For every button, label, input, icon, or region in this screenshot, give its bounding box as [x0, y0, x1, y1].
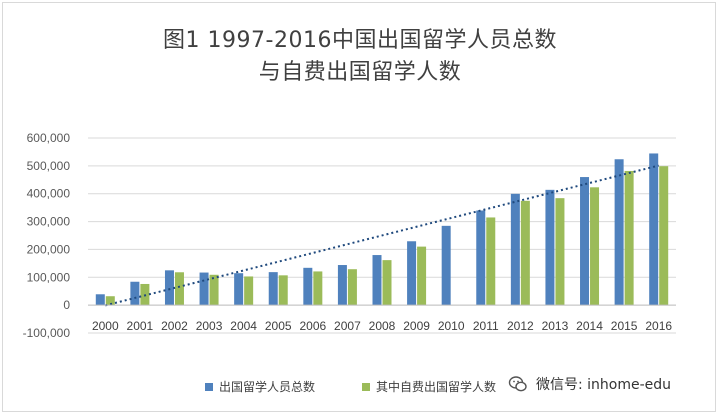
bar-total-2010 — [441, 225, 451, 306]
x-tick-label: 2011 — [473, 319, 499, 333]
bar-total-2003 — [199, 272, 209, 306]
y-tick-label: 200,000 — [27, 242, 71, 256]
y-axis: 600,000 500,000 400,000 300,000 200,000 100,0… — [23, 131, 71, 340]
legend-item-total: 出国留学人员总数 — [205, 378, 315, 395]
bar-total-2000 — [95, 294, 105, 306]
bar-selffunded-2009 — [417, 246, 427, 306]
x-tick-label: 2008 — [369, 319, 396, 333]
bar-selffunded-2006 — [313, 271, 323, 306]
y-tick-label: -100,000 — [23, 326, 71, 340]
bar-selffunded-2013 — [555, 198, 565, 306]
y-tick-label: 500,000 — [27, 159, 71, 173]
bar-total-2001 — [130, 281, 140, 306]
legend-label-selffunded: 其中自费出国留学人数 — [376, 380, 497, 394]
trendline — [105, 164, 659, 307]
x-tick-label: 2015 — [611, 319, 638, 333]
bar-selffunded-2007 — [347, 269, 357, 306]
x-axis: 2000 2001 2002 2003 2004 2005 2006 2007 2008 2009… — [88, 304, 676, 333]
trendline-total — [105, 164, 659, 307]
x-tick-label: 2016 — [645, 319, 672, 333]
bar-total-2014 — [580, 177, 590, 306]
bar-total-2004 — [234, 273, 244, 306]
watermark-text: 微信号: inhome-edu — [536, 377, 672, 393]
bar-total-2015 — [614, 159, 624, 306]
x-tick-label: 2014 — [576, 319, 603, 333]
bar-selffunded-2000 — [105, 296, 115, 306]
y-tick-label: 100,000 — [27, 270, 71, 284]
bars — [95, 153, 669, 306]
bar-selffunded-2016 — [659, 166, 669, 306]
legend: 出国留学人员总数 其中自费出国留学人数 — [0, 375, 720, 397]
bar-selffunded-2004 — [244, 276, 254, 306]
bar-selffunded-2002 — [174, 272, 184, 306]
x-tick-label: 2002 — [161, 319, 188, 333]
bar-selffunded-2014 — [590, 187, 600, 306]
x-tick-label: 2004 — [230, 319, 257, 333]
legend-label-total: 出国留学人员总数 — [219, 380, 316, 394]
bar-selffunded-2015 — [624, 170, 634, 306]
chart-subtitle: 与自费出国留学人数 — [258, 60, 462, 85]
bar-selffunded-2005 — [278, 275, 288, 306]
legend-swatch-selffunded — [362, 382, 370, 391]
x-tick-label: 2001 — [127, 319, 154, 333]
y-tick-label: 300,000 — [27, 215, 71, 229]
y-tick-label: 0 — [63, 298, 70, 312]
x-tick-label: 2006 — [299, 319, 326, 333]
x-tick-label: 2000 — [92, 319, 119, 333]
x-tick-label: 2012 — [507, 319, 534, 333]
bar-total-2013 — [545, 189, 555, 306]
chart-frame — [2, 2, 716, 412]
x-tick-label: 2005 — [265, 319, 292, 333]
bar-total-2016 — [649, 153, 659, 306]
legend-swatch-total — [205, 382, 213, 391]
bar-total-2007 — [337, 265, 347, 306]
bar-total-2011 — [476, 210, 486, 306]
bar-total-2008 — [372, 255, 382, 306]
x-tick-label: 2007 — [334, 319, 361, 333]
bar-total-2002 — [164, 270, 174, 306]
bar-total-2006 — [303, 267, 313, 306]
bar-selffunded-2012 — [520, 200, 530, 306]
x-tick-label: 2003 — [196, 319, 223, 333]
bar-selffunded-2003 — [209, 274, 219, 306]
bar-selffunded-2008 — [382, 260, 392, 306]
bar-total-2009 — [407, 241, 417, 306]
legend-item-selffunded: 其中自费出国留学人数 — [362, 378, 496, 395]
x-tick-label: 2010 — [438, 319, 465, 333]
x-tick-label: 2009 — [403, 319, 430, 333]
bar-total-2012 — [510, 193, 520, 306]
y-tick-label: 600,000 — [27, 131, 71, 145]
watermark: 微信号: inhome-edu — [502, 372, 680, 396]
x-tick-label: 2013 — [542, 319, 569, 333]
chart-title: 图1 1997-2016中国出国留学人员总数 — [163, 28, 557, 53]
y-tick-label: 400,000 — [27, 187, 71, 201]
wechat-icon — [508, 376, 527, 392]
bar-selffunded-2011 — [486, 217, 496, 306]
bar-total-2005 — [268, 272, 278, 306]
